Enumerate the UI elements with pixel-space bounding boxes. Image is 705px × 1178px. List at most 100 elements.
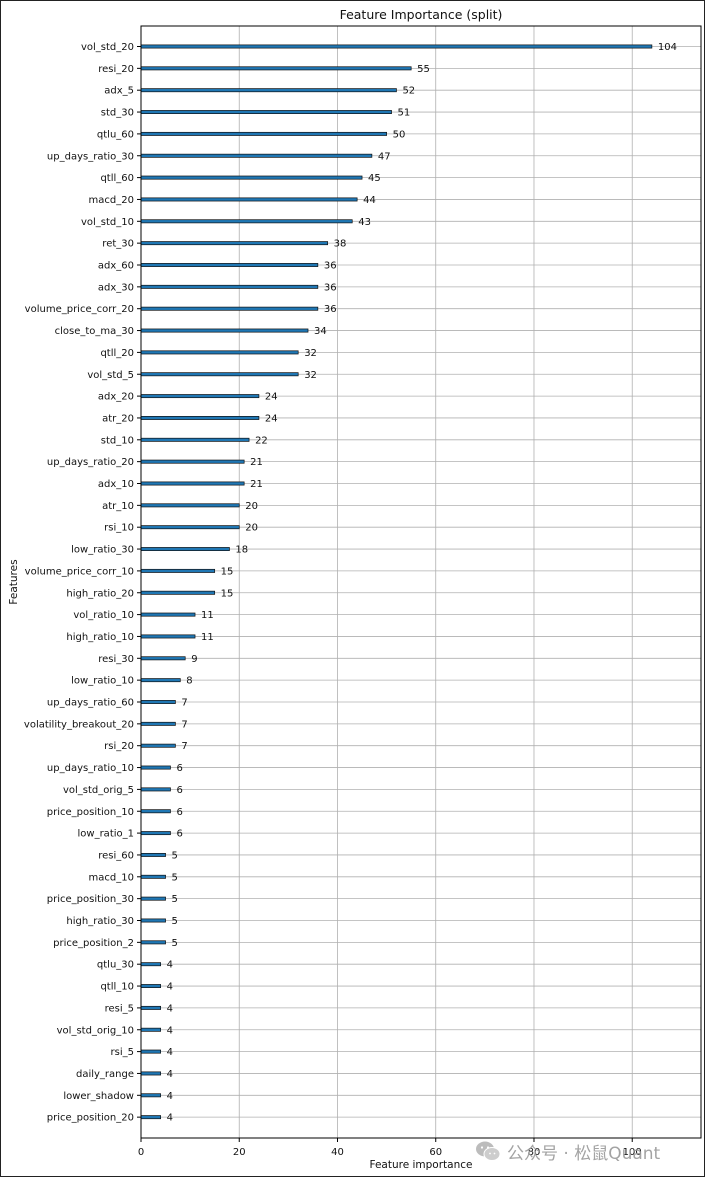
value-label: 6 xyxy=(176,785,182,796)
bar xyxy=(140,831,171,836)
y-tick-label: lower_shadow xyxy=(63,1091,134,1102)
chart-title: Feature Importance (split) xyxy=(340,7,503,22)
value-label: 32 xyxy=(304,370,317,381)
value-label: 4 xyxy=(167,1047,173,1058)
bar xyxy=(140,1115,161,1120)
bar xyxy=(140,394,260,399)
y-tick-label: adx_20 xyxy=(98,392,134,403)
value-label: 6 xyxy=(176,807,182,818)
y-tick-label: low_ratio_1 xyxy=(78,829,135,840)
value-label: 18 xyxy=(235,545,248,556)
y-tick-label: close_to_ma_30 xyxy=(55,326,134,337)
value-label: 4 xyxy=(167,1025,173,1036)
bar xyxy=(140,328,309,333)
bar xyxy=(140,743,176,748)
y-tick-label: vol_std_20 xyxy=(81,42,134,53)
y-tick-labels: vol_std_20 resi_20 adx_5 std_30 qtlu_60 up_da… xyxy=(24,42,141,1124)
y-tick-label: atr_20 xyxy=(102,413,134,424)
y-tick-label: qtlu_60 xyxy=(97,129,134,140)
bar xyxy=(140,1093,161,1098)
y-tick-label: vol_std_5 xyxy=(87,370,134,381)
x-tick-label: 100 xyxy=(623,1147,642,1158)
bar xyxy=(140,568,216,573)
x-tick-label: 20 xyxy=(233,1147,246,1158)
y-tick-label: vol_std_10 xyxy=(81,217,134,228)
value-label: 4 xyxy=(167,960,173,971)
x-tick-labels: 0 20 40 60 80 100 xyxy=(138,1138,642,1158)
value-label: 4 xyxy=(167,1091,173,1102)
value-label: 24 xyxy=(265,413,278,424)
bar xyxy=(140,241,329,246)
bar xyxy=(140,481,245,486)
value-label: 21 xyxy=(250,457,263,468)
bar xyxy=(140,306,319,311)
value-label: 6 xyxy=(176,829,182,840)
bar xyxy=(140,962,161,967)
y-tick-label: qtll_20 xyxy=(100,348,134,359)
y-tick-label: price_position_10 xyxy=(47,807,134,818)
bar xyxy=(140,874,166,879)
bar xyxy=(140,678,181,683)
bar xyxy=(140,175,363,180)
value-label: 5 xyxy=(172,850,178,861)
bar xyxy=(140,197,358,202)
value-label: 20 xyxy=(245,501,258,512)
y-axis-label: Features xyxy=(8,559,20,604)
y-tick-label: high_ratio_10 xyxy=(66,632,134,643)
value-label: 11 xyxy=(201,610,214,621)
value-label: 5 xyxy=(172,938,178,949)
bar xyxy=(140,284,319,289)
y-tick-label: qtlu_30 xyxy=(97,960,134,971)
value-label: 43 xyxy=(358,217,371,228)
value-label: 52 xyxy=(402,86,415,97)
bar xyxy=(140,263,319,267)
value-label: 36 xyxy=(324,282,337,293)
value-label: 36 xyxy=(324,261,337,272)
value-label: 7 xyxy=(181,698,187,709)
y-tick-label: adx_30 xyxy=(98,282,134,293)
y-tick-label: up_days_ratio_30 xyxy=(47,151,134,162)
y-tick-label: up_days_ratio_20 xyxy=(47,457,134,468)
value-label: 51 xyxy=(398,108,411,119)
y-tick-label: volume_price_corr_10 xyxy=(25,566,134,577)
bar xyxy=(140,984,161,989)
y-tick-label: price_position_30 xyxy=(47,894,134,905)
y-tick-label: atr_10 xyxy=(102,501,134,512)
value-label: 4 xyxy=(167,982,173,993)
value-label: 24 xyxy=(265,392,278,403)
y-tick-label: daily_range xyxy=(76,1069,134,1080)
watermark-text: 公众号 · 松鼠Quant xyxy=(507,1143,661,1164)
y-tick-label: macd_20 xyxy=(89,195,134,206)
y-tick-label: adx_60 xyxy=(98,261,134,272)
value-label: 32 xyxy=(304,348,317,359)
bar xyxy=(140,437,250,442)
y-tick-label: std_30 xyxy=(101,108,134,119)
bar xyxy=(140,809,171,814)
bar xyxy=(140,350,299,355)
value-label: 34 xyxy=(314,326,327,337)
value-label: 104 xyxy=(658,42,677,53)
y-tick-label: up_days_ratio_60 xyxy=(47,698,134,709)
value-labels: 1045552515047454443383636363432322424222… xyxy=(167,42,677,1124)
y-tick-label: vol_std_orig_10 xyxy=(57,1025,134,1036)
value-label: 6 xyxy=(176,763,182,774)
y-tick-label: resi_5 xyxy=(105,1003,134,1014)
bar xyxy=(140,153,373,158)
bar xyxy=(140,721,176,726)
y-tick-label: volatility_breakout_20 xyxy=(24,719,134,730)
value-label: 45 xyxy=(368,173,381,184)
y-tick-label: resi_30 xyxy=(98,654,134,665)
plot-area-border xyxy=(140,25,702,1139)
bar xyxy=(140,131,387,136)
y-tick-label: high_ratio_30 xyxy=(66,916,134,927)
y-tick-label: up_days_ratio_10 xyxy=(47,763,134,774)
y-tick-label: rsi_10 xyxy=(104,523,134,534)
value-label: 55 xyxy=(417,64,430,75)
y-tick-label: qtll_10 xyxy=(100,982,134,993)
value-label: 36 xyxy=(324,304,337,315)
y-tick-label: resi_20 xyxy=(98,64,134,75)
value-label: 11 xyxy=(201,632,214,643)
value-label: 9 xyxy=(191,654,197,665)
y-tick-label: ret_30 xyxy=(102,239,134,250)
bar xyxy=(140,634,196,639)
